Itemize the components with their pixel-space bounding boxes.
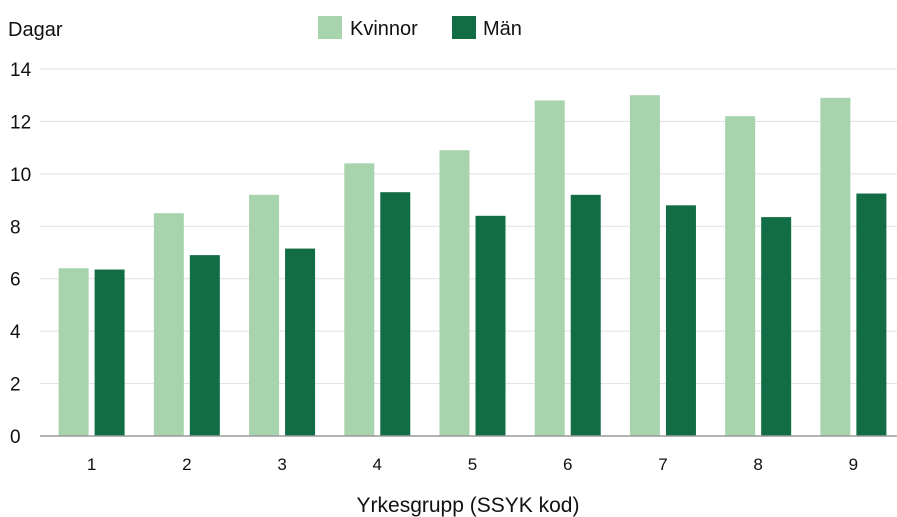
legend-label-man: Män [483, 18, 522, 40]
bar-man-3 [285, 248, 316, 436]
bar-man-9 [856, 193, 887, 436]
x-tick-label: 5 [468, 455, 477, 474]
bar-man-2 [189, 255, 220, 436]
y-axis-label: Dagar [8, 19, 63, 41]
bar-man-6 [570, 194, 601, 436]
bar-kvinnor-6 [534, 100, 565, 436]
x-tick-label: 2 [182, 455, 191, 474]
y-axis-ticks: 0 2 4 6 8 10 12 14 [10, 60, 32, 448]
x-tick-label: 8 [753, 455, 762, 474]
y-tick-label: 2 [10, 375, 21, 396]
bar-man-4 [380, 192, 411, 436]
legend-swatch-man [452, 16, 476, 39]
bar-man-1 [94, 269, 125, 436]
y-tick-label: 8 [10, 217, 21, 238]
bar-kvinnor-1 [58, 268, 89, 436]
bar-man-8 [761, 217, 792, 436]
x-tick-label: 7 [658, 455, 667, 474]
bar-kvinnor-7 [629, 95, 660, 436]
bar-kvinnor-9 [820, 97, 851, 436]
bars [58, 95, 887, 436]
legend-label-kvinnor: Kvinnor [350, 18, 418, 40]
x-axis-ticks: 1 2 3 4 5 6 7 8 9 [87, 455, 858, 474]
bar-man-5 [475, 215, 506, 436]
bar-kvinnor-8 [725, 116, 756, 436]
x-axis-label: Yrkesgrupp (SSYK kod) [357, 494, 580, 517]
x-tick-label: 6 [563, 455, 572, 474]
x-tick-label: 3 [277, 455, 286, 474]
y-tick-label: 0 [10, 427, 21, 448]
bar-kvinnor-4 [344, 163, 375, 436]
y-tick-label: 14 [10, 60, 32, 81]
bar-kvinnor-2 [153, 213, 184, 436]
bar-man-7 [665, 205, 696, 436]
legend: Kvinnor Män [318, 16, 522, 40]
y-tick-label: 4 [10, 322, 21, 343]
x-tick-label: 1 [87, 455, 96, 474]
y-tick-label: 6 [10, 270, 21, 291]
bar-kvinnor-5 [439, 150, 470, 436]
x-tick-label: 4 [373, 455, 382, 474]
legend-swatch-kvinnor [318, 16, 342, 39]
y-tick-label: 10 [10, 165, 31, 186]
x-tick-label: 9 [849, 455, 858, 474]
bar-kvinnor-3 [249, 194, 280, 436]
y-tick-label: 12 [10, 112, 31, 133]
